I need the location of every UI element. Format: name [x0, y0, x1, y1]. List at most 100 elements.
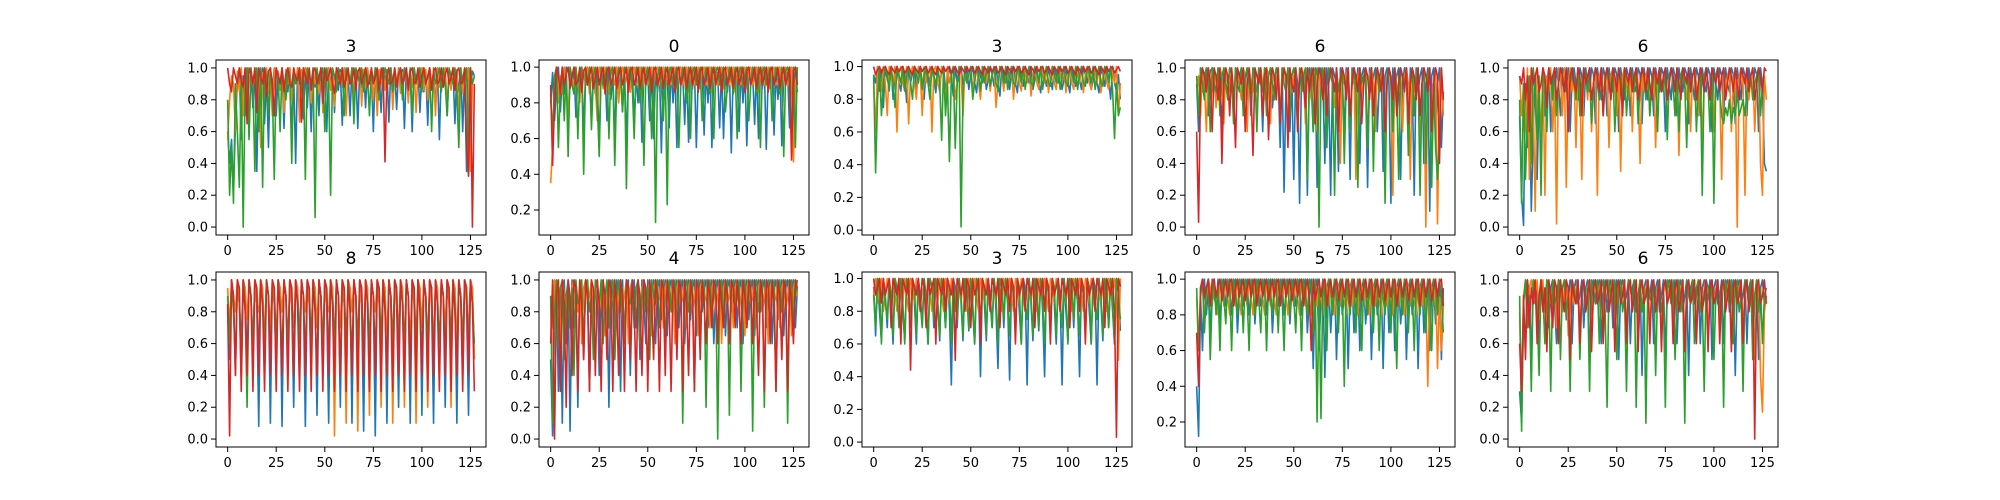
x-tick-label: 125 — [1750, 456, 1775, 471]
subplot-frame — [1184, 271, 1456, 448]
y-tick-label: 0.8 — [833, 93, 854, 108]
x-tick-label: 75 — [1657, 244, 1674, 259]
y-tick-label: 0.0 — [1156, 221, 1177, 236]
y-tick-label: 0.8 — [510, 305, 531, 320]
y-tick-label: 0.8 — [510, 96, 531, 111]
y-tick-label: 0.6 — [1479, 125, 1500, 140]
y-tick-label: 0.6 — [187, 337, 208, 352]
y-tick-label: 1.0 — [1156, 61, 1177, 76]
subplot-1: 0 25 50 75 100 125 0.0 0.2 0.4 0.6 0.8 1.0 3 — [187, 37, 487, 259]
y-tick-label: 0.0 — [510, 433, 531, 448]
y-tick-label: 0.2 — [510, 401, 531, 416]
x-tick-label: 75 — [688, 456, 705, 471]
subplot-title: 6 — [1638, 249, 1649, 269]
x-tick-label: 50 — [317, 456, 334, 471]
subplot-8: 0 25 50 75 100 125 0.0 0.2 0.4 0.6 0.8 1.0 3 — [833, 249, 1133, 471]
x-tick-label: 75 — [1011, 456, 1028, 471]
series-line-4 — [872, 277, 1122, 438]
y-tick-label: 0.4 — [1156, 380, 1177, 395]
y-tick-label: 0.6 — [187, 125, 208, 140]
x-tick-label: 75 — [1334, 244, 1351, 259]
x-tick-label: 100 — [1701, 244, 1726, 259]
x-tick-label: 100 — [732, 456, 757, 471]
series-line-4 — [1195, 278, 1445, 388]
x-tick-label: 50 — [963, 244, 980, 259]
y-tick-label: 0.0 — [833, 224, 854, 239]
subplot-2: 0 25 50 75 100 125 0.2 0.4 0.6 0.8 1.0 0 — [510, 37, 810, 259]
x-tick-label: 100 — [1055, 244, 1080, 259]
x-tick-label: 125 — [1750, 244, 1775, 259]
y-tick-label: 1.0 — [1156, 273, 1177, 288]
subplot-9: 0 25 50 75 100 125 0.2 0.4 0.6 0.8 1.0 5 — [1156, 249, 1456, 471]
y-tick-label: 0.4 — [510, 168, 531, 183]
x-tick-label: 25 — [268, 456, 285, 471]
x-tick-label: 100 — [1055, 456, 1080, 471]
subplot-title: 6 — [1315, 37, 1326, 57]
y-tick-label: 0.4 — [1156, 157, 1177, 172]
series-line-4 — [226, 67, 476, 228]
y-tick-label: 0.2 — [187, 401, 208, 416]
subplot-title: 3 — [346, 37, 357, 57]
x-tick-label: 50 — [963, 456, 980, 471]
subplot-3: 0 25 50 75 100 125 0.0 0.2 0.4 0.6 0.8 1.0 3 — [833, 37, 1133, 259]
series-line-4 — [549, 66, 799, 167]
x-tick-label: 25 — [914, 244, 931, 259]
x-tick-label: 50 — [640, 244, 657, 259]
subplot-frame — [1507, 271, 1779, 448]
x-tick-label: 0 — [870, 244, 878, 259]
subplot-5: 0 25 50 75 100 125 0.0 0.2 0.4 0.6 0.8 1.0 6 — [1479, 37, 1779, 259]
series-line-3 — [1195, 278, 1445, 423]
x-tick-label: 0 — [1193, 456, 1201, 471]
subplot-frame — [215, 59, 487, 236]
y-tick-label: 1.0 — [1479, 61, 1500, 76]
x-tick-label: 0 — [547, 244, 555, 259]
subplot-frame — [861, 271, 1133, 448]
y-tick-label: 0.2 — [510, 204, 531, 219]
x-tick-label: 125 — [1427, 244, 1452, 259]
subplot-7: 0 25 50 75 100 125 0.0 0.2 0.4 0.6 0.8 1.0 4 — [510, 249, 810, 471]
x-tick-label: 0 — [1193, 244, 1201, 259]
subplot-10: 0 25 50 75 100 125 0.0 0.2 0.4 0.6 0.8 1.0 6 — [1479, 249, 1779, 471]
x-tick-label: 25 — [1560, 244, 1577, 259]
y-tick-label: 0.2 — [1479, 189, 1500, 204]
y-tick-label: 0.6 — [1156, 125, 1177, 140]
y-tick-label: 0.4 — [510, 369, 531, 384]
x-tick-label: 25 — [1237, 244, 1254, 259]
y-tick-label: 0.2 — [833, 403, 854, 418]
y-tick-label: 1.0 — [510, 273, 531, 288]
y-tick-label: 1.0 — [833, 60, 854, 75]
x-tick-label: 0 — [870, 456, 878, 471]
x-tick-label: 0 — [224, 456, 232, 471]
y-tick-label: 0.8 — [187, 93, 208, 108]
x-tick-label: 75 — [365, 244, 382, 259]
subplot-6: 0 25 50 75 100 125 0.0 0.2 0.4 0.6 0.8 1.0 8 — [187, 249, 487, 471]
y-tick-label: 0.0 — [833, 436, 854, 451]
subplot-title: 6 — [1638, 37, 1649, 57]
subplot-frame — [538, 271, 810, 448]
x-tick-label: 125 — [1104, 456, 1129, 471]
subplot-title: 3 — [992, 37, 1003, 57]
y-tick-label: 0.0 — [1479, 433, 1500, 448]
subplot-frame — [1184, 59, 1456, 236]
x-tick-label: 0 — [547, 456, 555, 471]
x-tick-label: 125 — [458, 456, 483, 471]
y-tick-label: 0.6 — [510, 132, 531, 147]
y-tick-label: 1.0 — [510, 61, 531, 76]
x-tick-label: 50 — [317, 244, 334, 259]
x-tick-label: 125 — [781, 244, 806, 259]
series-line-3 — [872, 277, 1122, 345]
x-tick-label: 100 — [409, 456, 434, 471]
subplot-frame — [861, 59, 1133, 236]
y-tick-label: 0.0 — [1479, 221, 1500, 236]
y-tick-label: 0.4 — [187, 369, 208, 384]
x-tick-label: 50 — [1609, 456, 1626, 471]
x-tick-label: 50 — [1286, 244, 1303, 259]
x-tick-label: 75 — [1011, 244, 1028, 259]
y-tick-label: 0.4 — [833, 370, 854, 385]
series-line-4 — [226, 279, 476, 437]
x-tick-label: 100 — [732, 244, 757, 259]
y-tick-label: 0.6 — [833, 125, 854, 140]
x-tick-label: 0 — [1516, 244, 1524, 259]
y-tick-label: 0.4 — [187, 157, 208, 172]
y-tick-label: 1.0 — [833, 272, 854, 287]
